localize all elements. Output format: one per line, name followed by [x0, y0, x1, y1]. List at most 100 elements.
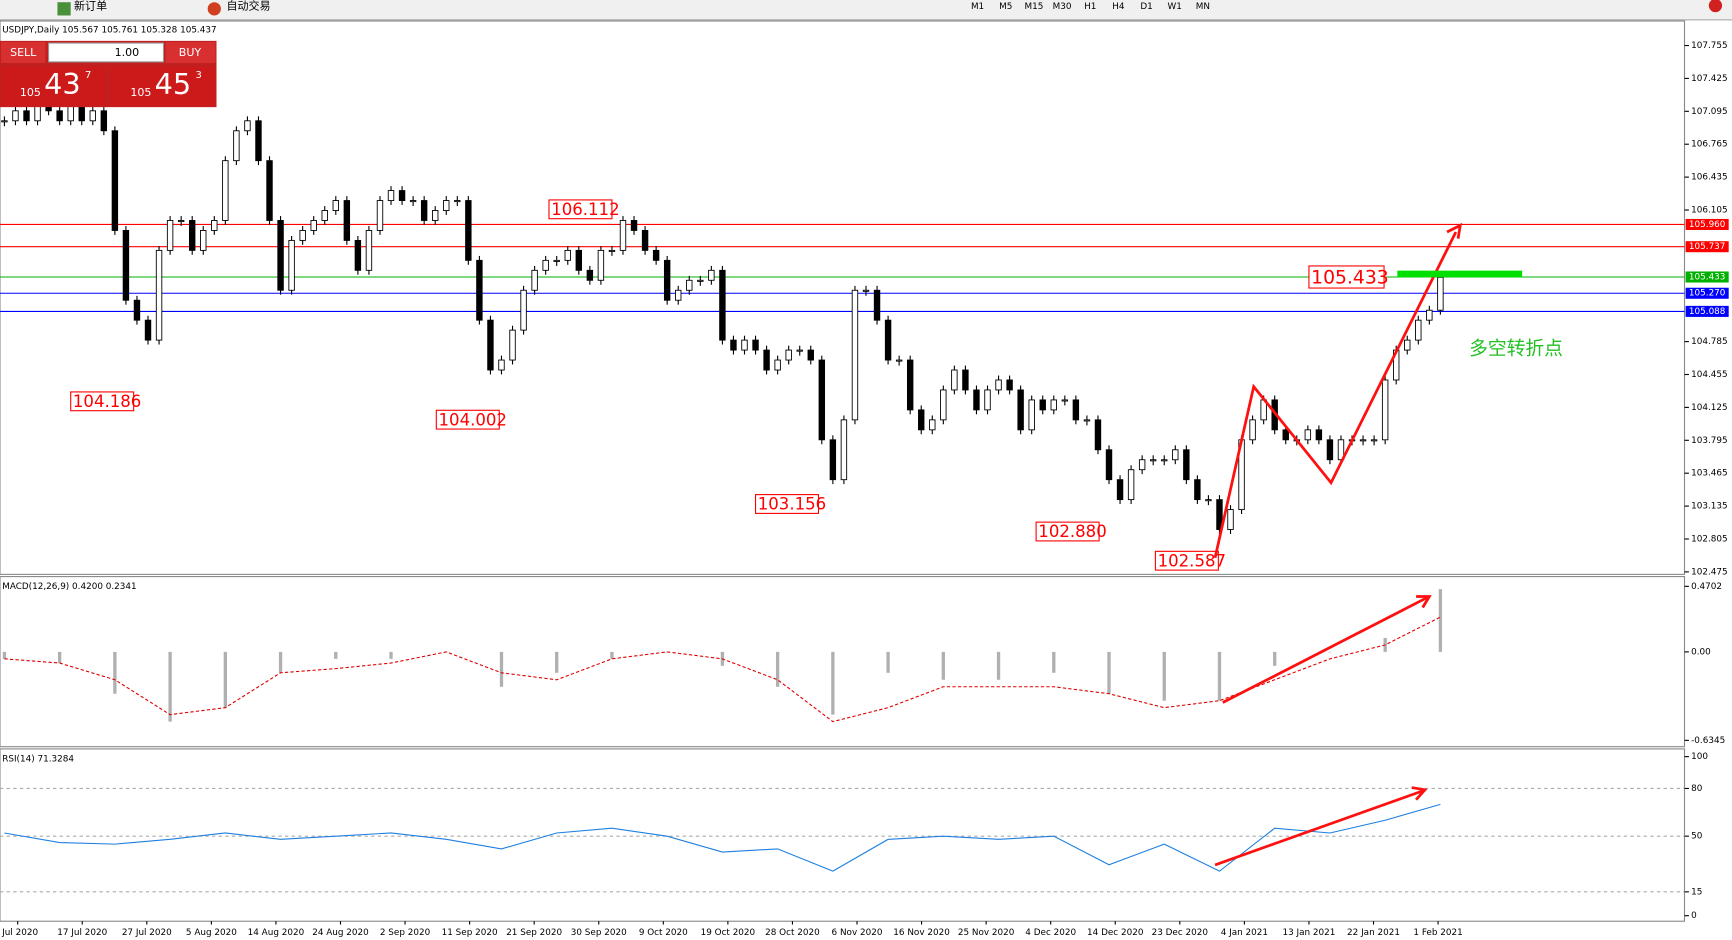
y-tick-label: 15 — [1691, 887, 1702, 897]
timeframe-button[interactable]: D1 — [1140, 2, 1152, 12]
candle — [1161, 459, 1168, 462]
candle — [995, 379, 1002, 391]
candle — [1, 120, 8, 123]
candle — [1138, 459, 1146, 471]
timeframe-button[interactable]: W1 — [1168, 2, 1182, 12]
macd-bar — [278, 651, 283, 673]
sell-label[interactable]: SELL — [10, 46, 37, 59]
candle — [1127, 469, 1135, 501]
x-tick-label: 13 Jan 2021 — [1282, 928, 1335, 938]
candle — [873, 289, 881, 321]
candle — [520, 289, 527, 331]
candle — [686, 279, 693, 291]
candle — [1415, 319, 1422, 341]
candle — [807, 349, 814, 361]
candle — [233, 130, 240, 162]
candle — [266, 160, 273, 221]
timeframe-button[interactable]: M1 — [971, 2, 984, 12]
y-tick-label: -0.6345 — [1691, 736, 1725, 746]
candle — [454, 200, 461, 203]
candle — [818, 359, 826, 441]
sell-button[interactable] — [1, 41, 46, 63]
toolbar — [0, 0, 1732, 20]
x-tick-label: 23 Dec 2020 — [1152, 928, 1209, 938]
bid-box[interactable] — [1, 66, 107, 107]
candle — [12, 110, 19, 122]
price-annotation: 104.186 — [73, 392, 141, 411]
candle — [476, 259, 483, 321]
price-annotation: 103.156 — [758, 495, 826, 514]
candle — [376, 200, 384, 231]
candle — [166, 220, 174, 251]
macd-bar — [334, 651, 338, 659]
candle — [752, 339, 759, 351]
y-tick-label: 104.785 — [1691, 337, 1728, 347]
candle — [398, 190, 406, 201]
level-tag — [1685, 287, 1729, 299]
y-tick-label: 80 — [1691, 784, 1703, 794]
candle — [719, 269, 726, 341]
x-tick-label: 25 Nov 2020 — [958, 928, 1015, 938]
ask-base: 105 — [130, 86, 151, 99]
x-tick-label: 21 Sep 2020 — [506, 928, 562, 938]
timeframe-button[interactable]: H4 — [1112, 2, 1125, 12]
bid-point: 7 — [85, 70, 91, 81]
candle — [785, 349, 792, 361]
candle — [1437, 276, 1444, 311]
candle — [111, 130, 119, 231]
candle — [409, 200, 417, 203]
lot-input[interactable] — [48, 42, 165, 63]
candle — [1050, 399, 1057, 411]
candle — [89, 110, 96, 122]
ask-pips: 45 — [155, 67, 192, 101]
ask-box[interactable] — [109, 66, 216, 107]
level-tag — [1685, 218, 1729, 230]
macd-bar — [113, 651, 117, 694]
macd-bar — [389, 651, 393, 659]
y-tick-label: 107.425 — [1691, 74, 1728, 84]
timeframe-button[interactable]: H1 — [1084, 2, 1096, 12]
candle — [940, 389, 947, 421]
price-annotation-box — [754, 494, 820, 514]
candle — [465, 200, 472, 261]
candle — [708, 269, 715, 281]
macd-bar — [555, 651, 559, 673]
x-tick-label: 1 Feb 2021 — [1413, 928, 1462, 938]
new-order-button[interactable]: 新订单 — [74, 0, 107, 13]
candle — [56, 110, 63, 122]
candle — [1359, 439, 1367, 442]
candle — [332, 200, 339, 211]
level-tag-label: 105.960 — [1689, 220, 1726, 230]
auto-trading-icon[interactable] — [207, 2, 221, 16]
y-tick-label: 106.765 — [1691, 140, 1728, 150]
candle — [586, 269, 594, 281]
auto-trading-button[interactable]: 自动交易 — [226, 0, 270, 13]
timeframe-button[interactable]: M30 — [1053, 2, 1072, 12]
level-tag — [1685, 271, 1729, 283]
lot-value[interactable]: 1.00 — [115, 46, 140, 59]
timeframe-button[interactable]: MN — [1196, 2, 1210, 12]
level-tag — [1685, 241, 1729, 253]
candle — [951, 369, 958, 391]
candle — [675, 289, 682, 301]
buy-button[interactable] — [165, 41, 216, 63]
chart-layer: 107.755 107.425 107.095 106.765 106.435 106.1… — [0, 41, 1729, 938]
new-order-icon[interactable] — [57, 2, 71, 16]
macd-bar — [1438, 589, 1443, 652]
candle — [575, 249, 583, 271]
candle — [1105, 449, 1113, 481]
candle — [1370, 439, 1378, 442]
x-tick-label: 17 Jul 2020 — [57, 928, 107, 938]
macd-bar — [941, 651, 945, 680]
timeframe-button[interactable]: M5 — [999, 2, 1012, 12]
candle — [1282, 429, 1289, 441]
candle — [597, 249, 605, 281]
macd-bar — [775, 651, 780, 687]
price-annotation: 102.880 — [1038, 522, 1106, 541]
buy-label[interactable]: BUY — [179, 46, 202, 59]
timeframe-button[interactable]: M15 — [1024, 2, 1043, 12]
x-tick-label: 4 Dec 2020 — [1025, 928, 1076, 938]
candle — [299, 230, 306, 241]
candle — [796, 349, 803, 352]
candle — [1083, 419, 1091, 422]
